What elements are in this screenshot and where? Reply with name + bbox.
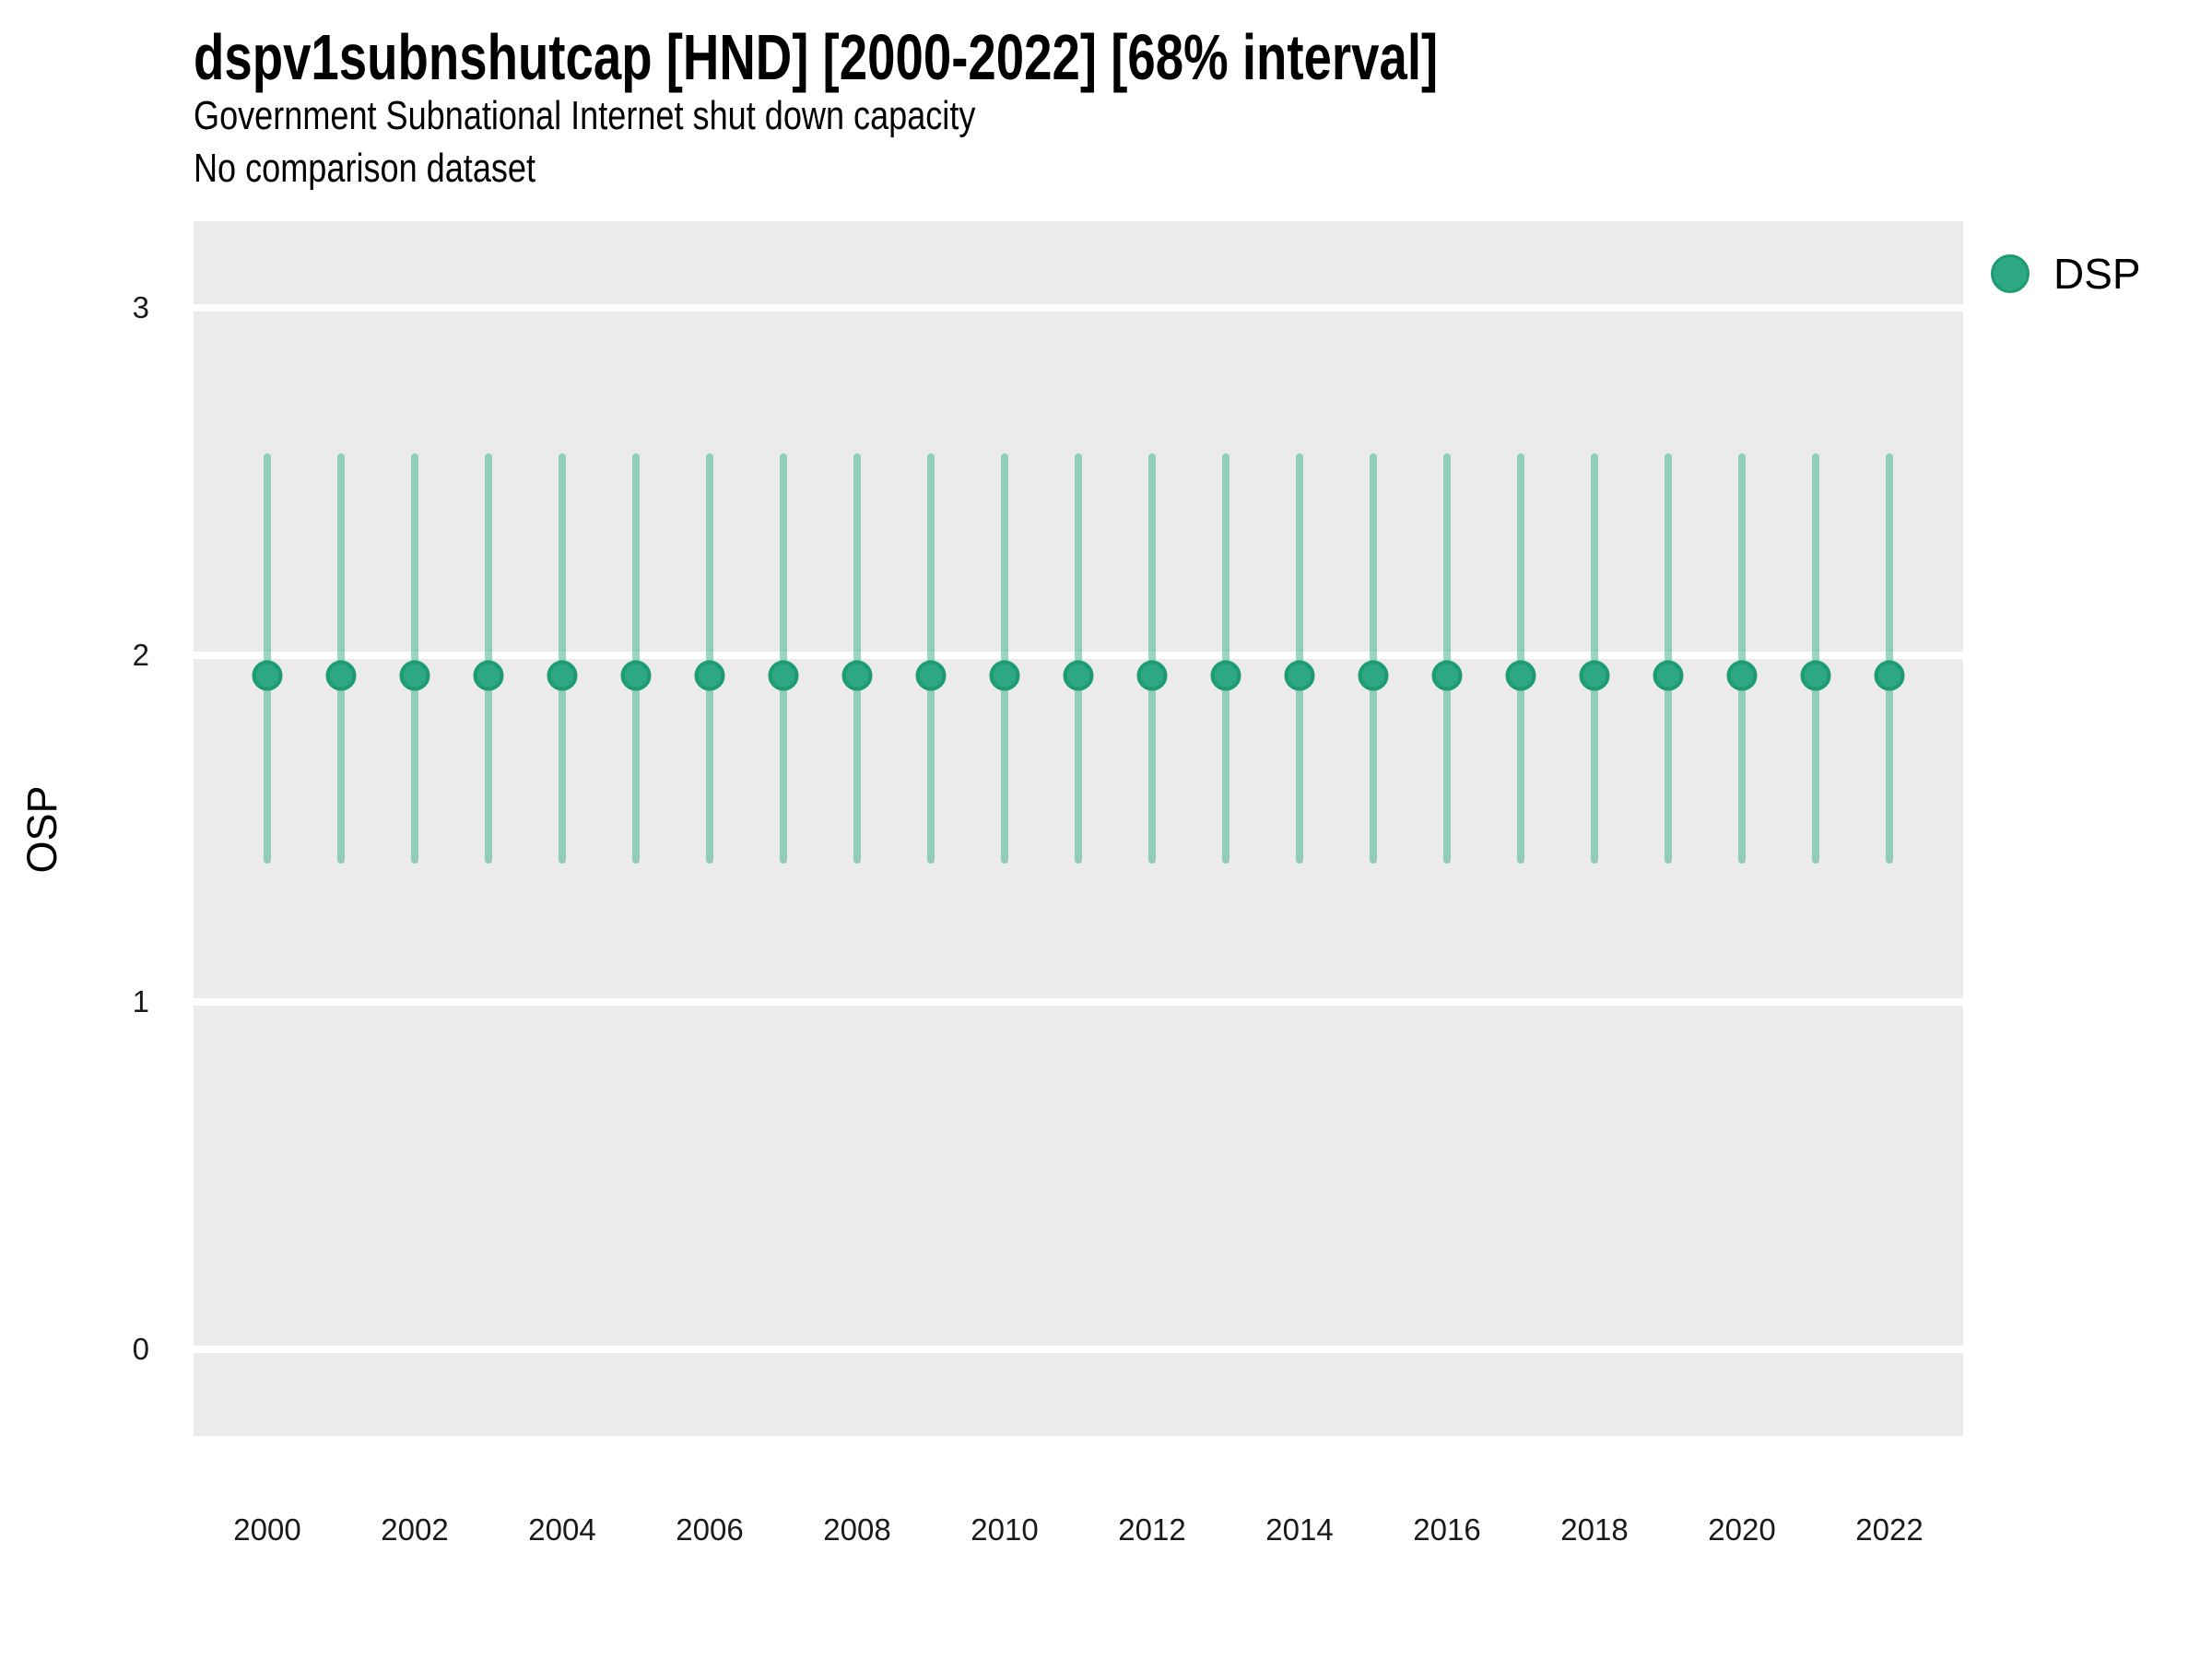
point-marker-2007 [768, 660, 799, 691]
point-marker-2006 [694, 660, 725, 691]
chart-note: No comparison dataset [194, 146, 536, 191]
legend: DSP [1991, 249, 2141, 299]
interval-bar-2003 [485, 453, 492, 864]
point-marker-2011 [1063, 660, 1094, 691]
chart-title: dspv1subnshutcap [HND] [2000-2022] [68% … [194, 21, 1439, 93]
point-marker-2002 [399, 660, 430, 691]
interval-bar-2002 [411, 453, 418, 864]
x-tick-label-2000: 2000 [233, 1512, 301, 1547]
y-tick-label-2: 2 [132, 637, 149, 672]
x-tick-label-2002: 2002 [381, 1512, 449, 1547]
gridline-y-1 [194, 998, 1963, 1006]
interval-bar-2015 [1370, 453, 1377, 864]
x-tick-label-2012: 2012 [1118, 1512, 1186, 1547]
x-tick-label-2004: 2004 [528, 1512, 596, 1547]
interval-bar-2009 [927, 453, 935, 864]
x-tick-label-2018: 2018 [1560, 1512, 1629, 1547]
point-marker-2010 [989, 660, 1020, 691]
interval-bar-2018 [1591, 453, 1598, 864]
x-tick-label-2016: 2016 [1413, 1512, 1481, 1547]
x-tick-label-2010: 2010 [971, 1512, 1039, 1547]
interval-bar-2000 [264, 453, 271, 864]
interval-bar-2004 [559, 453, 566, 864]
interval-bar-2013 [1222, 453, 1230, 864]
interval-bar-2001 [337, 453, 345, 864]
point-marker-2019 [1653, 660, 1684, 691]
legend-label-dsp: DSP [2053, 250, 2141, 298]
point-marker-2000 [252, 660, 283, 691]
gridline-y-3 [194, 304, 1963, 312]
point-marker-2020 [1726, 660, 1758, 691]
interval-bar-2011 [1075, 453, 1082, 864]
y-tick-label-3: 3 [132, 290, 149, 325]
point-marker-2017 [1505, 660, 1536, 691]
point-marker-2014 [1284, 660, 1315, 691]
chart-title-row: dspv1subnshutcap [HND] [2000-2022] [68% … [194, 22, 1789, 93]
point-marker-2003 [473, 660, 504, 691]
point-marker-2009 [915, 660, 947, 691]
point-marker-2018 [1579, 660, 1610, 691]
point-marker-2008 [841, 660, 873, 691]
x-tick-label-2006: 2006 [676, 1512, 744, 1547]
interval-bar-2007 [780, 453, 787, 864]
point-marker-2005 [620, 660, 652, 691]
point-marker-2001 [325, 660, 357, 691]
chart-subtitle: Government Subnational Internet shut dow… [194, 93, 976, 138]
x-tick-label-2014: 2014 [1265, 1512, 1334, 1547]
gridline-y-2 [194, 651, 1963, 659]
x-tick-label-2022: 2022 [1855, 1512, 1924, 1547]
gridline-y-0 [194, 1345, 1963, 1353]
plot-area [194, 221, 1963, 1436]
interval-bar-2006 [706, 453, 713, 864]
interval-bar-2022 [1886, 453, 1893, 864]
y-tick-label-0: 0 [132, 1331, 149, 1366]
interval-bar-2010 [1001, 453, 1008, 864]
point-marker-2013 [1210, 660, 1241, 691]
interval-bar-2016 [1443, 453, 1451, 864]
interval-bar-2005 [632, 453, 640, 864]
interval-bar-2017 [1517, 453, 1524, 864]
y-tick-label-1: 1 [132, 984, 149, 1019]
interval-bar-2008 [853, 453, 861, 864]
point-marker-2022 [1874, 660, 1905, 691]
chart-note-row: No comparison dataset [194, 146, 610, 193]
interval-bar-2012 [1148, 453, 1156, 864]
point-marker-2004 [547, 660, 578, 691]
chart-subtitle-row: Government Subnational Internet shut dow… [194, 93, 1147, 140]
interval-bar-2019 [1665, 453, 1672, 864]
interval-bar-2021 [1812, 453, 1819, 864]
x-tick-label-2008: 2008 [823, 1512, 891, 1547]
point-marker-2012 [1136, 660, 1168, 691]
y-axis-title: OSP [18, 785, 65, 874]
interval-bar-2020 [1738, 453, 1746, 864]
x-tick-label-2020: 2020 [1708, 1512, 1776, 1547]
point-marker-2015 [1358, 660, 1389, 691]
interval-bar-2014 [1296, 453, 1303, 864]
point-marker-2016 [1431, 660, 1463, 691]
legend-marker-dsp [1991, 254, 2030, 293]
point-marker-2021 [1800, 660, 1831, 691]
